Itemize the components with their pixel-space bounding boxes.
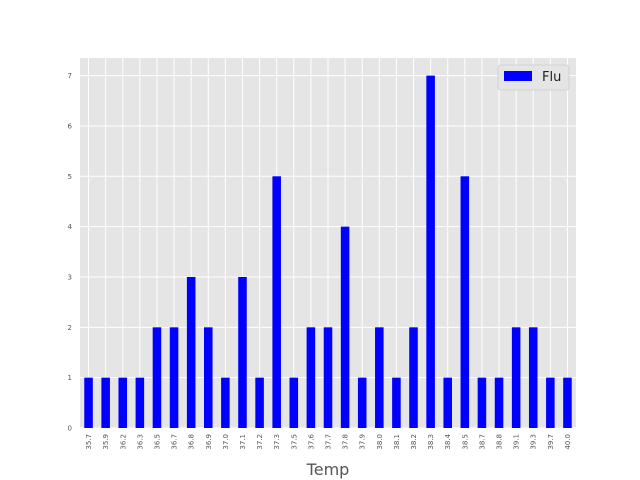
bar-38.5	[460, 176, 470, 428]
x-tick-label: 36.9	[205, 434, 213, 450]
bar-38.8	[494, 377, 504, 428]
x-tick-label: 38.3	[427, 434, 435, 450]
bar-39.3	[528, 327, 538, 428]
bar-38.4	[443, 377, 452, 428]
bar-38.3	[426, 75, 435, 428]
x-tick-label: 37.7	[325, 434, 333, 450]
bar-36.9	[204, 327, 213, 428]
x-tick-label: 36.3	[136, 434, 144, 450]
x-tick-label: 38.2	[410, 434, 418, 450]
bar-38.7	[477, 377, 487, 428]
bar-37.0	[221, 377, 230, 428]
legend-label: Flu	[542, 70, 561, 85]
x-tick-label: 36.5	[153, 434, 161, 450]
x-tick-label: 37.8	[342, 434, 350, 450]
legend: Flu	[497, 64, 570, 91]
x-tick-label: 37.0	[222, 434, 230, 450]
x-tick-label: 36.8	[188, 434, 196, 450]
x-tick-label: 38.7	[478, 434, 486, 450]
bar-35.9	[101, 377, 110, 428]
x-tick-label: 37.5	[290, 434, 298, 450]
x-tick-labels: 35.7 35.9 36.2 36.3 36.5 36.7 36.8 36.9 37.0 37.1…	[85, 433, 572, 449]
x-tick-label: 39.7	[547, 434, 555, 450]
x-tick-label: 38.8	[496, 434, 504, 450]
y-tick-label: 4	[68, 223, 73, 231]
x-tick-label: 38.1	[393, 434, 401, 450]
x-tick-label: 37.9	[359, 434, 367, 450]
x-tick-label: 35.7	[85, 434, 93, 450]
y-tick-label: 6	[68, 122, 73, 130]
bar-39.7	[546, 377, 555, 428]
x-tick-label: 39.3	[530, 434, 538, 450]
bar-37.2	[255, 377, 264, 428]
bar-37.7	[323, 327, 333, 428]
y-tick-label: 5	[68, 173, 72, 181]
x-tick-label: 37.1	[239, 434, 247, 450]
x-tick-label: 40.0	[564, 434, 572, 450]
x-tick-label: 36.7	[171, 434, 179, 450]
bar-40.0	[563, 377, 572, 428]
bar-37.5	[289, 377, 299, 428]
bar-37.6	[306, 327, 316, 428]
bar-36.5	[152, 327, 162, 428]
x-tick-label: 39.1	[513, 434, 521, 450]
bar-38.0	[375, 327, 384, 428]
bar-37.8	[340, 226, 350, 428]
y-tick-label: 0	[68, 425, 72, 433]
x-tick-label: 35.9	[102, 434, 110, 450]
x-tick-label: 37.3	[273, 434, 281, 450]
bar-35.7	[84, 377, 93, 428]
y-tick-label: 3	[68, 273, 72, 281]
x-tick-label: 38.4	[444, 433, 452, 449]
y-tick-label: 1	[68, 374, 72, 382]
bar-37.1	[238, 276, 247, 428]
bar-37.3	[272, 176, 281, 428]
bars	[84, 75, 572, 428]
bar-38.2	[409, 327, 418, 428]
x-tick-label: 37.2	[256, 434, 264, 450]
bar-37.9	[357, 377, 367, 428]
bar-38.1	[392, 377, 401, 428]
bar-39.1	[511, 327, 521, 428]
bar-36.7	[169, 327, 179, 428]
x-tick-label: 38.0	[376, 434, 384, 450]
legend-swatch	[504, 71, 532, 81]
bar-36.8	[186, 276, 196, 428]
y-tick-label: 2	[68, 324, 72, 332]
x-tick-label: 37.6	[307, 433, 315, 449]
x-tick-label: 38.5	[461, 434, 469, 450]
bar-36.2	[118, 377, 128, 428]
y-tick-labels: 0 1 2 3 4 5 6 7	[68, 72, 73, 432]
x-axis-label: Temp	[306, 460, 350, 479]
bar-36.3	[135, 377, 145, 428]
y-tick-label: 7	[68, 72, 72, 80]
x-tick-label: 36.2	[119, 434, 127, 450]
